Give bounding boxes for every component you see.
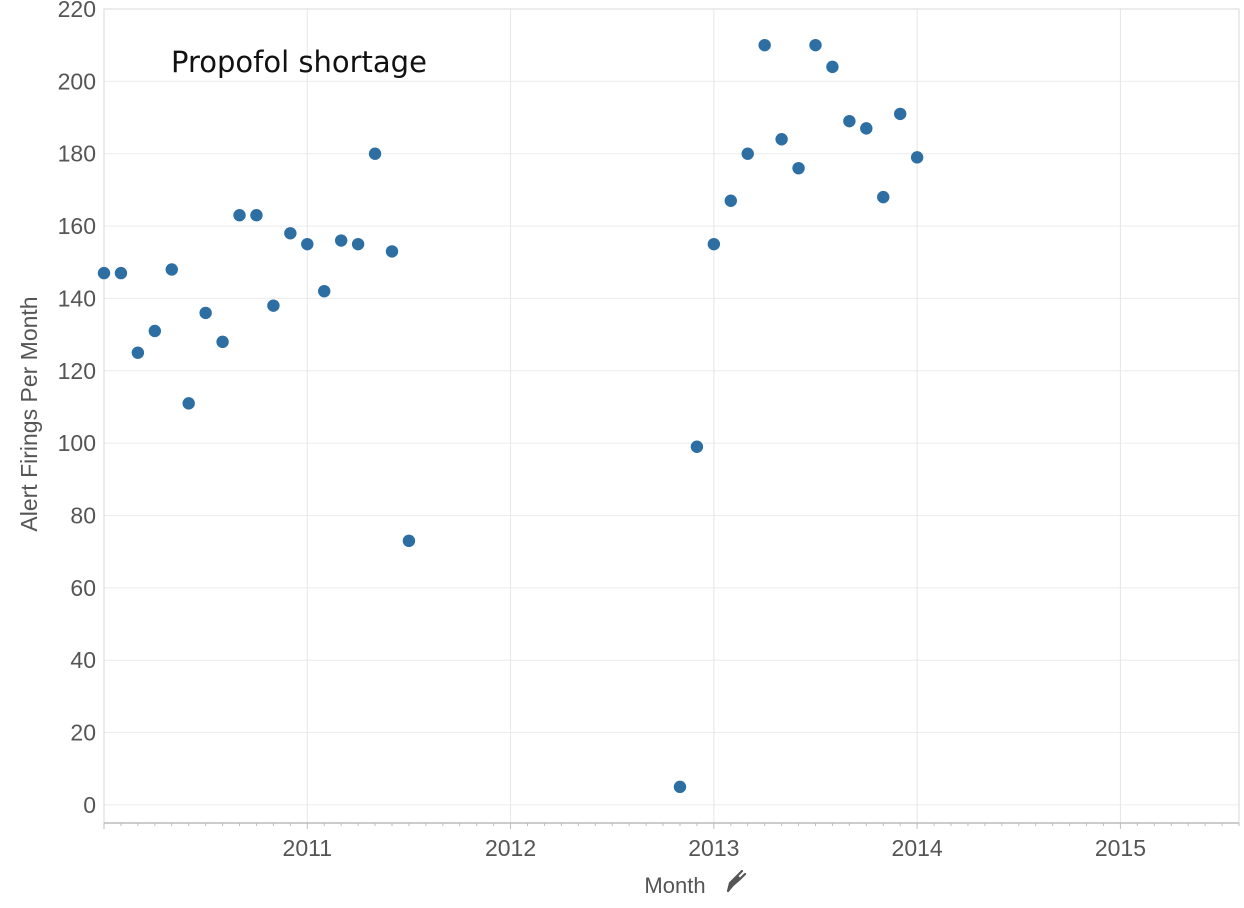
y-tick-label: 100 bbox=[58, 430, 96, 456]
data-point[interactable] bbox=[148, 324, 162, 338]
data-point[interactable] bbox=[673, 780, 687, 794]
y-axis-label: Alert Firings Per Month bbox=[16, 296, 42, 531]
gridlines bbox=[104, 8, 1239, 823]
data-point[interactable] bbox=[843, 114, 856, 128]
data-point[interactable] bbox=[910, 151, 924, 164]
data-point[interactable] bbox=[250, 209, 263, 222]
x-axis-tick-marks bbox=[103, 823, 1240, 829]
data-point[interactable] bbox=[318, 284, 331, 298]
data-point[interactable] bbox=[131, 346, 145, 359]
data-point[interactable] bbox=[165, 263, 178, 276]
data-point[interactable] bbox=[199, 306, 212, 320]
x-tick-label: 2011 bbox=[283, 835, 332, 861]
x-tick-label: 2012 bbox=[485, 835, 536, 861]
y-tick-label: 0 bbox=[83, 792, 96, 818]
data-point[interactable] bbox=[690, 440, 704, 453]
y-tick-label: 160 bbox=[58, 213, 96, 239]
data-point[interactable] bbox=[826, 60, 839, 74]
y-axis-tick-labels: 0 20 40 60 80 100 120 140 160 180 200 220 bbox=[58, 0, 96, 818]
data-point[interactable] bbox=[351, 237, 365, 251]
y-tick-label: 20 bbox=[70, 720, 96, 746]
data-point[interactable] bbox=[284, 227, 297, 240]
data-point[interactable] bbox=[860, 122, 873, 135]
data-point[interactable] bbox=[877, 190, 890, 204]
data-point[interactable] bbox=[893, 107, 907, 121]
data-point[interactable] bbox=[741, 147, 754, 160]
data-point[interactable] bbox=[368, 147, 382, 160]
data-point[interactable] bbox=[792, 161, 805, 175]
data-point[interactable] bbox=[334, 234, 348, 247]
data-point[interactable] bbox=[809, 38, 822, 52]
x-tick-label: 2014 bbox=[892, 835, 943, 861]
x-axis-label: Month bbox=[644, 873, 705, 898]
y-tick-label: 60 bbox=[70, 575, 96, 601]
data-point[interactable] bbox=[182, 397, 195, 410]
x-tick-label: 2015 bbox=[1095, 835, 1146, 861]
y-tick-label: 120 bbox=[58, 358, 96, 384]
data-point[interactable] bbox=[724, 194, 737, 207]
x-axis-tick-labels: 2011 2012 2013 2014 2015 bbox=[283, 835, 1146, 861]
y-tick-label: 220 bbox=[58, 0, 96, 22]
y-tick-label: 40 bbox=[70, 647, 96, 673]
pin-icon[interactable] bbox=[726, 869, 747, 893]
y-tick-label: 180 bbox=[58, 141, 96, 167]
data-point[interactable] bbox=[775, 133, 788, 146]
data-point[interactable] bbox=[301, 237, 314, 251]
data-point[interactable] bbox=[267, 299, 280, 312]
plot-frame bbox=[103, 8, 1240, 824]
data-point[interactable] bbox=[97, 266, 111, 280]
data-point[interactable] bbox=[758, 38, 771, 52]
x-tick-label: 2013 bbox=[688, 835, 739, 861]
y-tick-label: 200 bbox=[58, 68, 96, 94]
annotation-propofol-shortage: Propofol shortage bbox=[171, 45, 427, 79]
data-point[interactable] bbox=[233, 209, 246, 222]
data-point[interactable] bbox=[402, 534, 416, 548]
data-point[interactable] bbox=[216, 335, 229, 349]
data-point[interactable] bbox=[385, 245, 399, 258]
data-point[interactable] bbox=[114, 266, 128, 280]
data-points bbox=[97, 38, 924, 794]
data-point[interactable] bbox=[707, 237, 721, 251]
y-tick-label: 140 bbox=[58, 285, 96, 311]
y-tick-label: 80 bbox=[70, 502, 96, 528]
